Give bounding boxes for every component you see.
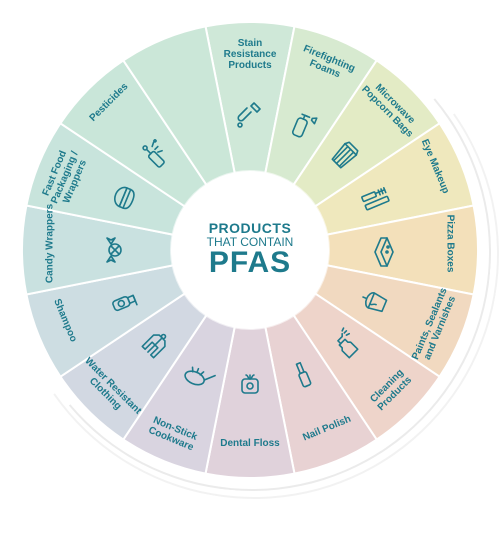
segment-label: Pizza Boxes	[445, 204, 456, 284]
center-circle: PRODUCTS THAT CONTAIN PFAS	[172, 172, 328, 328]
candy-icon	[95, 230, 135, 270]
segment-label: Dental Floss	[210, 438, 290, 449]
dropper-icon	[230, 95, 270, 135]
floss-icon	[230, 365, 270, 405]
pizza-box-icon	[365, 230, 405, 270]
center-title-line1: PRODUCTS	[209, 220, 292, 236]
segment-label: Stain Resistance Products	[210, 38, 290, 71]
center-title-line3: PFAS	[209, 246, 291, 280]
